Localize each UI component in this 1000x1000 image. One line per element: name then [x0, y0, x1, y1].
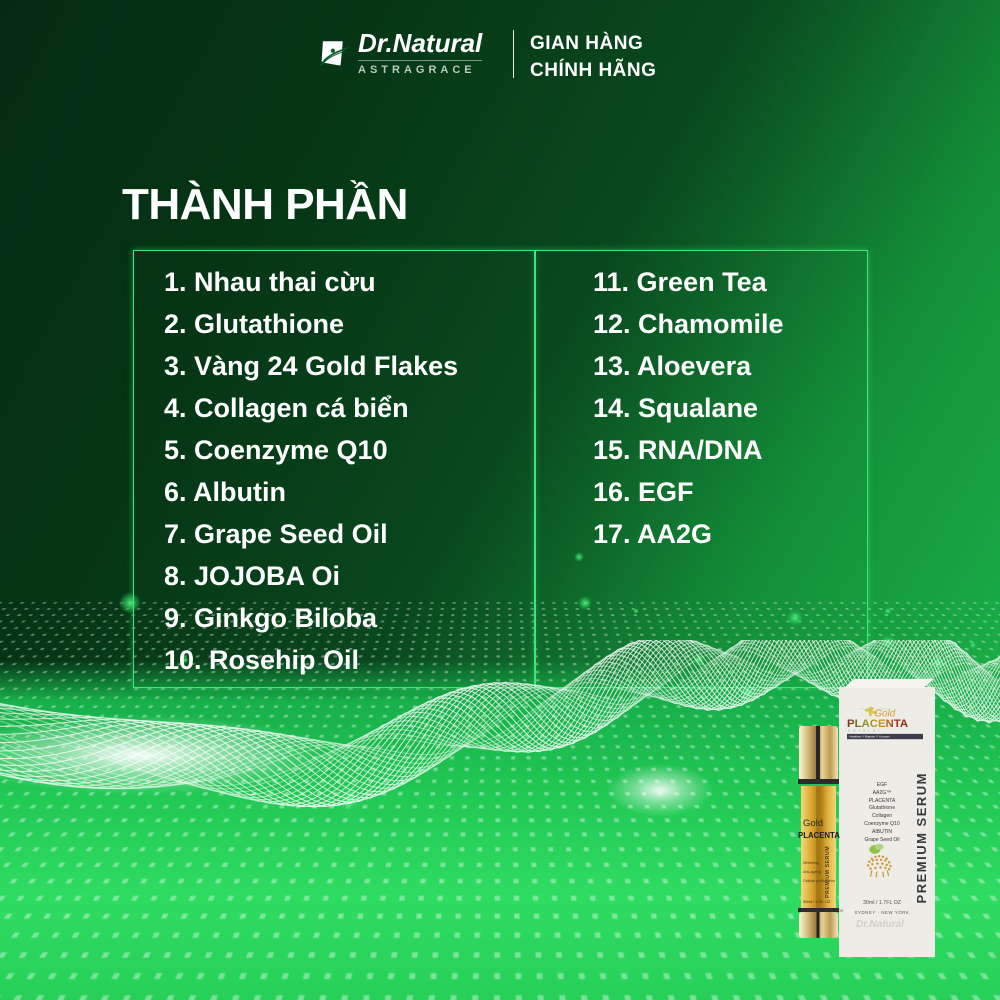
svg-text:PREMIUM SERUM: PREMIUM SERUM	[825, 846, 831, 898]
svg-text:Gold: Gold	[803, 818, 823, 829]
svg-text:SYDNEY · NEW YORK: SYDNEY · NEW YORK	[803, 909, 843, 913]
svg-text:THE GOLDEN FORMULA: THE GOLDEN FORMULA	[858, 708, 890, 711]
svg-text:Anti-ageing: Anti-ageing	[803, 870, 821, 874]
svg-text:n a t u r a l: n a t u r a l	[848, 729, 881, 733]
svg-text:30ml / 1.7fl. OZ: 30ml / 1.7fl. OZ	[803, 899, 831, 904]
svg-text:Healthier // Brighter // Young: Healthier // Brighter // Younger	[849, 735, 889, 739]
svg-text:PLACENTA: PLACENTA	[798, 831, 840, 840]
svg-text:Whitening: Whitening	[803, 861, 819, 865]
